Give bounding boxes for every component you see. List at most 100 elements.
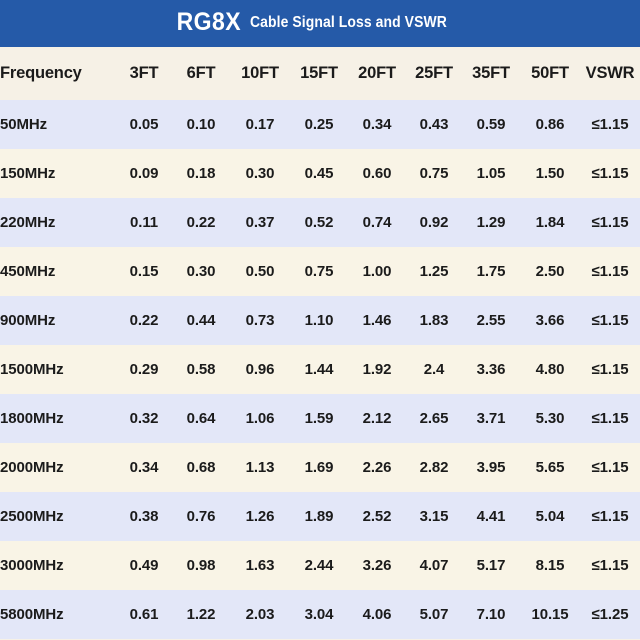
- cell-loss-20ft: 4.06: [362, 606, 392, 623]
- column-header-25ft: 25FT: [415, 64, 453, 82]
- cell-loss-6ft: 0.10: [186, 116, 216, 133]
- cell-loss-25ft: 3.15: [419, 508, 449, 525]
- cell-frequency: 1500MHz: [0, 361, 64, 378]
- cell-loss-35ft: 1.05: [476, 165, 506, 182]
- cell-loss-50ft: 1.50: [535, 165, 565, 182]
- cell-loss-6ft: 0.44: [186, 312, 216, 329]
- table-row: 3000MHz 0.49 0.98 1.63 2.44 3.26 4.07 5.…: [0, 541, 640, 590]
- cell-loss-10ft: 1.06: [245, 410, 275, 427]
- cell-loss-25ft: 1.25: [419, 263, 449, 280]
- column-header-vswr: VSWR: [585, 64, 635, 82]
- cell-loss-15ft: 0.52: [304, 214, 334, 231]
- cell-vswr: ≤1.15: [591, 508, 629, 525]
- cell-loss-10ft: 1.13: [245, 459, 275, 476]
- cell-loss-3ft: 0.29: [129, 361, 159, 378]
- table-header: Frequency 3FT 6FT 10FT 15FT 20FT 25FT 35…: [0, 47, 640, 100]
- cell-loss-15ft: 3.04: [304, 606, 334, 623]
- cell-loss-35ft: 4.41: [476, 508, 506, 525]
- cell-loss-35ft: 3.95: [476, 459, 506, 476]
- cell-loss-35ft: 1.29: [476, 214, 506, 231]
- cell-loss-20ft: 0.34: [362, 116, 392, 133]
- cell-frequency: 220MHz: [0, 214, 56, 231]
- cell-loss-25ft: 2.65: [419, 410, 449, 427]
- cell-frequency: 5800MHz: [0, 606, 64, 623]
- cell-loss-3ft: 0.05: [129, 116, 159, 133]
- cell-loss-3ft: 0.09: [129, 165, 159, 182]
- cell-loss-3ft: 0.61: [129, 606, 159, 623]
- column-header-35ft: 35FT: [472, 64, 510, 82]
- cell-loss-25ft: 0.92: [419, 214, 449, 231]
- cell-loss-15ft: 0.45: [304, 165, 334, 182]
- column-header-15ft: 15FT: [300, 64, 338, 82]
- cell-loss-50ft: 3.66: [535, 312, 565, 329]
- cell-loss-10ft: 0.37: [245, 214, 275, 231]
- table-header-row: Frequency 3FT 6FT 10FT 15FT 20FT 25FT 35…: [0, 47, 640, 100]
- cell-vswr: ≤1.15: [591, 361, 629, 378]
- page-title: RG8X: [176, 8, 242, 36]
- cell-loss-3ft: 0.32: [129, 410, 159, 427]
- cell-loss-50ft: 1.84: [535, 214, 565, 231]
- table-row: 2000MHz 0.34 0.68 1.13 1.69 2.26 2.82 3.…: [0, 443, 640, 492]
- cell-loss-25ft: 2.82: [419, 459, 449, 476]
- cell-loss-3ft: 0.15: [129, 263, 159, 280]
- cell-loss-6ft: 0.22: [186, 214, 216, 231]
- cell-loss-15ft: 0.75: [304, 263, 334, 280]
- cell-loss-10ft: 1.63: [245, 557, 275, 574]
- cell-loss-50ft: 0.86: [535, 116, 565, 133]
- title-band: RG8X Cable Signal Loss and VSWR: [0, 0, 640, 47]
- cell-loss-10ft: 0.17: [245, 116, 275, 133]
- table-body: 50MHz 0.05 0.10 0.17 0.25 0.34 0.43 0.59…: [0, 100, 640, 639]
- cell-loss-15ft: 2.44: [304, 557, 334, 574]
- cell-loss-15ft: 1.59: [304, 410, 334, 427]
- table-row: 5800MHz 0.61 1.22 2.03 3.04 4.06 5.07 7.…: [0, 590, 640, 639]
- column-header-6ft: 6FT: [186, 64, 216, 82]
- cell-loss-20ft: 2.52: [362, 508, 392, 525]
- cell-loss-3ft: 0.34: [129, 459, 159, 476]
- table-row: 150MHz 0.09 0.18 0.30 0.45 0.60 0.75 1.0…: [0, 149, 640, 198]
- cell-loss-35ft: 0.59: [476, 116, 506, 133]
- cell-loss-3ft: 0.49: [129, 557, 159, 574]
- cell-loss-6ft: 0.18: [186, 165, 216, 182]
- column-header-50ft: 50FT: [531, 64, 569, 82]
- table-row: 220MHz 0.11 0.22 0.37 0.52 0.74 0.92 1.2…: [0, 198, 640, 247]
- cell-vswr: ≤1.15: [591, 263, 629, 280]
- cell-loss-20ft: 2.26: [362, 459, 392, 476]
- cell-frequency: 50MHz: [0, 116, 48, 133]
- cell-loss-6ft: 0.76: [186, 508, 216, 525]
- cell-vswr: ≤1.15: [591, 459, 629, 476]
- cell-loss-50ft: 4.80: [535, 361, 565, 378]
- column-header-frequency: Frequency: [0, 64, 82, 82]
- cell-loss-10ft: 0.96: [245, 361, 275, 378]
- cell-frequency: 900MHz: [0, 312, 56, 329]
- table-row: 50MHz 0.05 0.10 0.17 0.25 0.34 0.43 0.59…: [0, 100, 640, 149]
- cell-vswr: ≤1.15: [591, 410, 629, 427]
- column-header-3ft: 3FT: [129, 64, 159, 82]
- cell-frequency: 1800MHz: [0, 410, 64, 427]
- cell-frequency: 2000MHz: [0, 459, 64, 476]
- cell-loss-35ft: 1.75: [476, 263, 506, 280]
- cell-loss-35ft: 2.55: [476, 312, 506, 329]
- column-header-20ft: 20FT: [358, 64, 396, 82]
- cell-loss-50ft: 10.15: [531, 606, 569, 623]
- cell-loss-20ft: 1.00: [362, 263, 392, 280]
- table-row: 900MHz 0.22 0.44 0.73 1.10 1.46 1.83 2.5…: [0, 296, 640, 345]
- cell-vswr: ≤1.15: [591, 165, 629, 182]
- cell-loss-20ft: 1.46: [362, 312, 392, 329]
- cell-loss-3ft: 0.38: [129, 508, 159, 525]
- cell-vswr: ≤1.15: [591, 312, 629, 329]
- cell-loss-3ft: 0.11: [130, 214, 158, 231]
- cell-loss-50ft: 8.15: [535, 557, 565, 574]
- cell-loss-35ft: 3.36: [476, 361, 506, 378]
- cell-vswr: ≤1.15: [591, 557, 629, 574]
- cell-loss-25ft: 4.07: [419, 557, 449, 574]
- cell-frequency: 2500MHz: [0, 508, 64, 525]
- cell-frequency: 3000MHz: [0, 557, 64, 574]
- cell-frequency: 150MHz: [0, 165, 56, 182]
- cell-loss-25ft: 0.43: [419, 116, 449, 133]
- cell-loss-10ft: 0.50: [245, 263, 275, 280]
- page-subtitle: Cable Signal Loss and VSWR: [250, 13, 448, 31]
- cell-vswr: ≤1.25: [591, 606, 629, 623]
- table-row: 450MHz 0.15 0.30 0.50 0.75 1.00 1.25 1.7…: [0, 247, 640, 296]
- cell-loss-10ft: 0.30: [245, 165, 275, 182]
